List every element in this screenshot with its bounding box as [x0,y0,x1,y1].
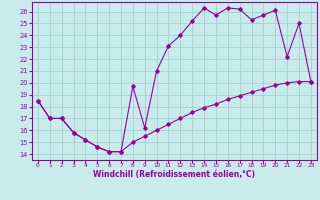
X-axis label: Windchill (Refroidissement éolien,°C): Windchill (Refroidissement éolien,°C) [93,170,255,179]
